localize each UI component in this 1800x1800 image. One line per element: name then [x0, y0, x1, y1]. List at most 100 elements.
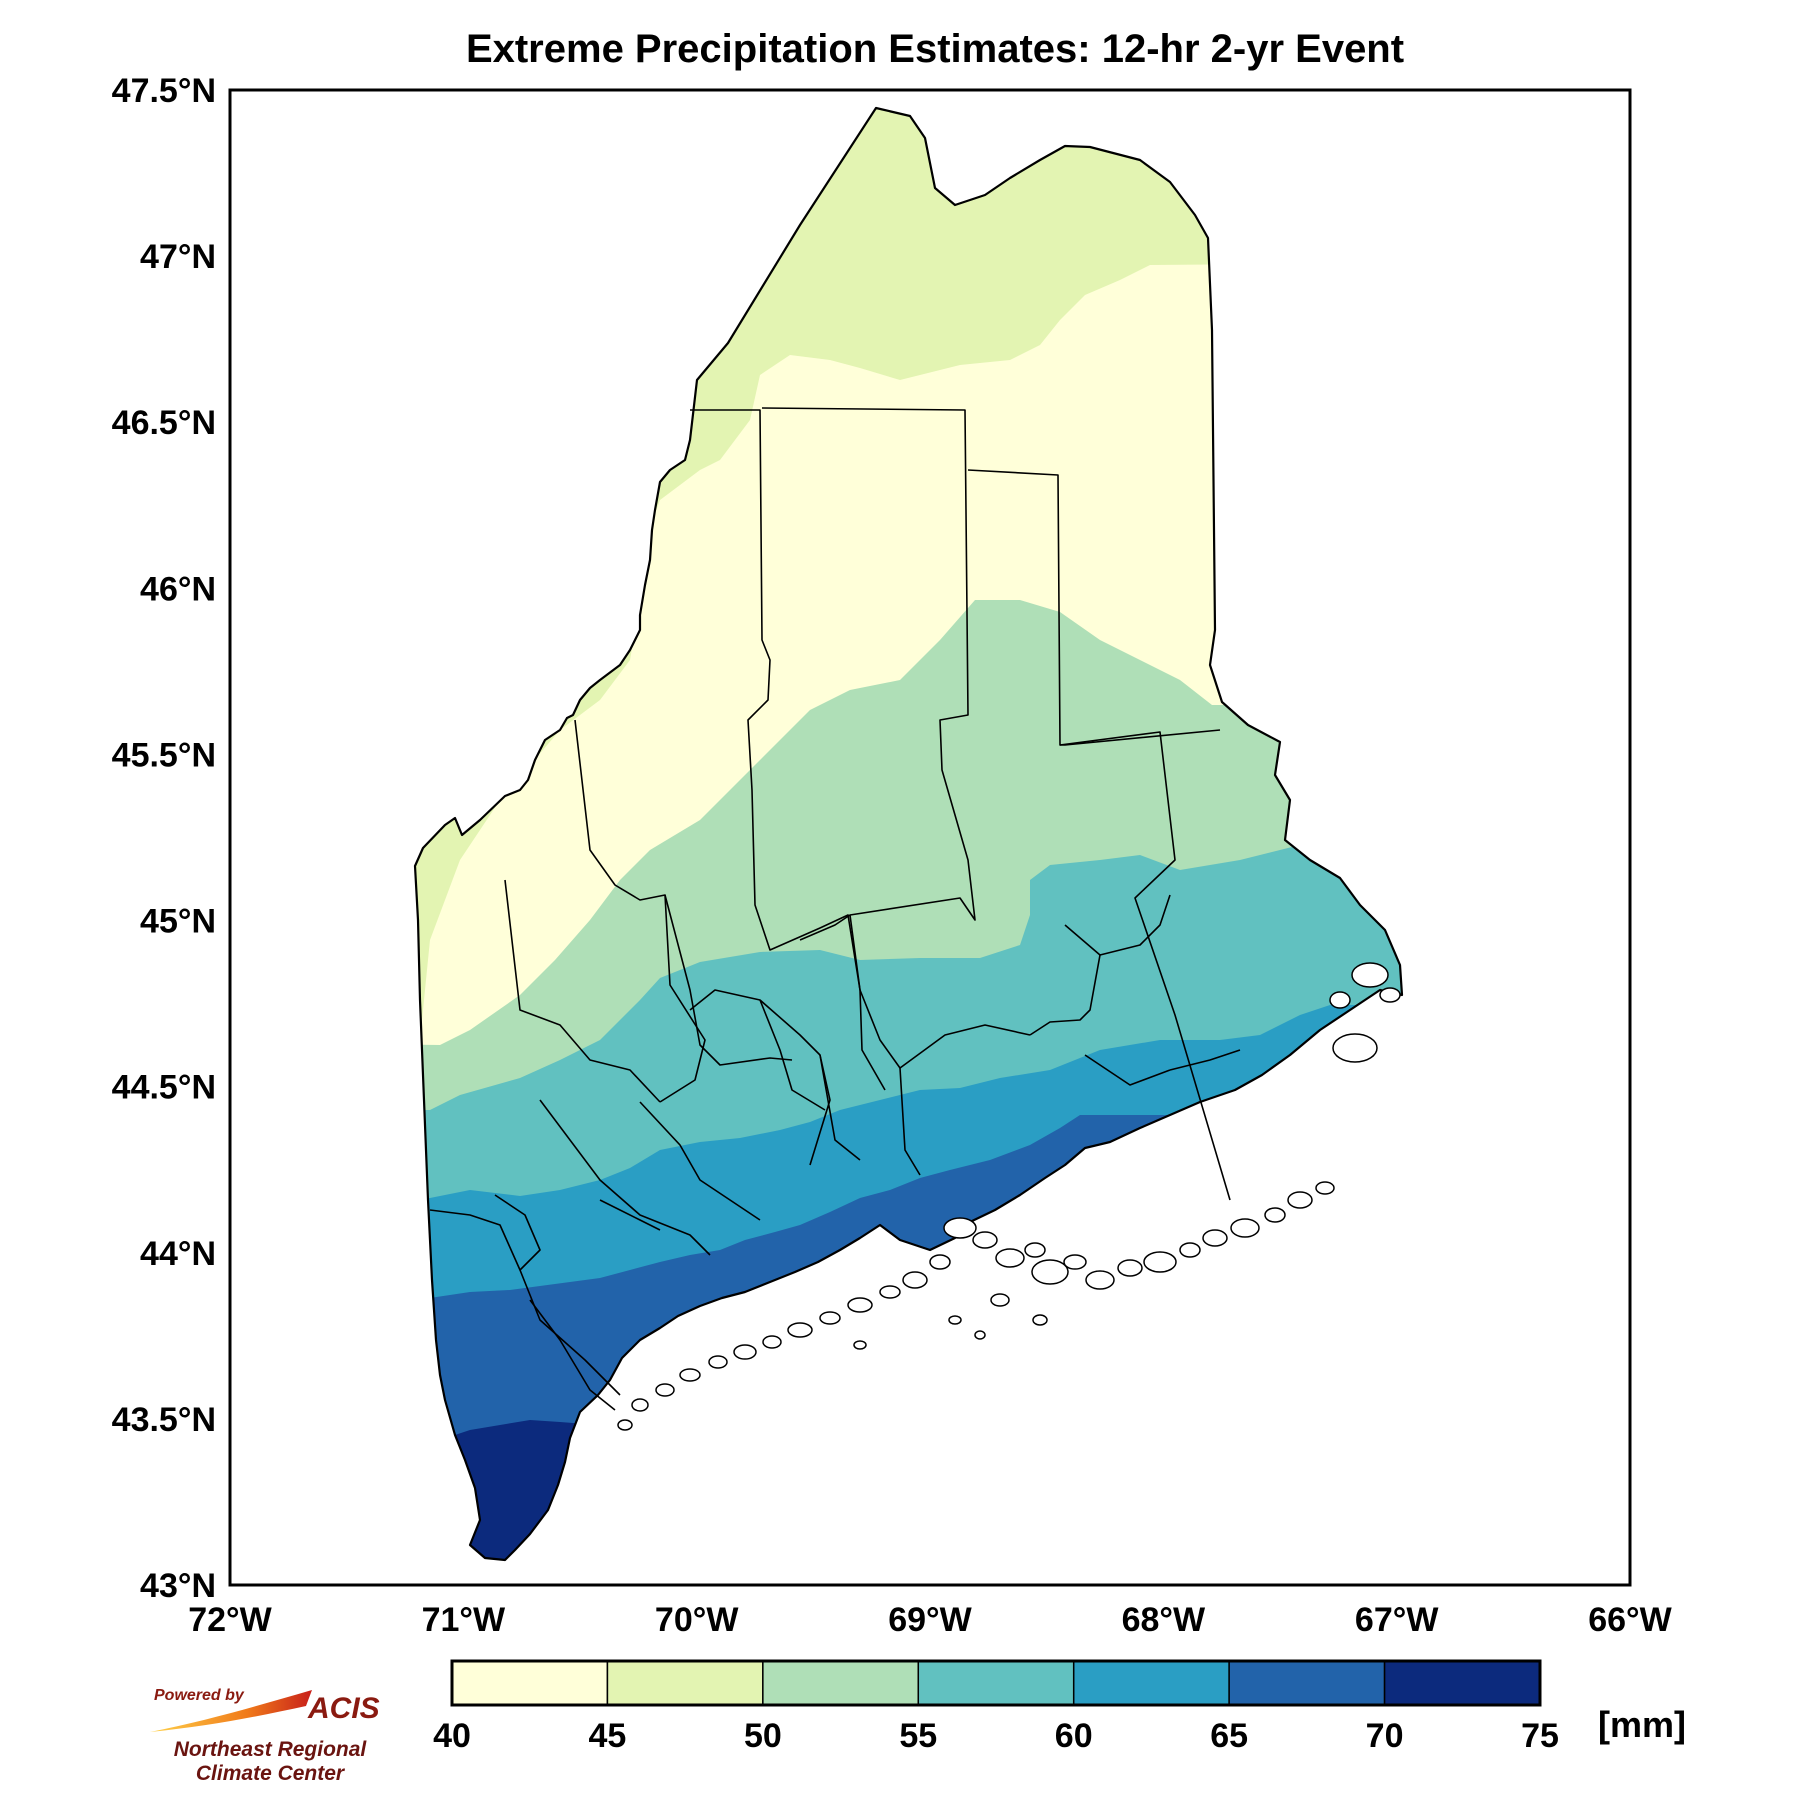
logo-climate-center: Climate Center	[196, 1762, 346, 1785]
colorbar-tick-label: 75	[1521, 1717, 1559, 1755]
county-boundary	[429, 1209, 521, 1271]
county-boundary	[761, 407, 976, 941]
county-boundary	[819, 1054, 861, 1161]
colorbar-swatch-45-50	[606, 1660, 764, 1706]
colorbar-swatch-40-45	[451, 1660, 609, 1706]
lat-tick-label: 44°N	[140, 1235, 216, 1273]
colorbar-swatch-65-70	[1228, 1660, 1386, 1706]
county-boundary	[1084, 1054, 1171, 1086]
island	[1179, 1242, 1201, 1258]
lon-tick-label: 71°W	[422, 1601, 506, 1639]
lat-tick-label: 47°N	[140, 238, 216, 276]
island	[708, 1355, 728, 1369]
island	[1024, 1242, 1046, 1258]
colorbar-swatch-60-65	[1072, 1660, 1230, 1706]
island	[929, 1254, 951, 1270]
state-outline	[413, 106, 1404, 1562]
county-boundary	[599, 1199, 661, 1231]
colorbar-frame	[450, 1659, 1542, 1707]
county-boundary	[967, 469, 1231, 1201]
acis-swoosh-icon	[150, 1690, 312, 1732]
island	[1230, 1218, 1260, 1238]
island	[1315, 1181, 1335, 1195]
county-boundary	[751, 789, 886, 1091]
county-boundary	[504, 879, 661, 1103]
island	[1117, 1259, 1143, 1277]
colorbar-swatch-70-75	[1383, 1660, 1541, 1706]
colorbar: 40 45 50 55 60 65 70 75	[433, 1659, 1559, 1755]
county-boundaries	[429, 407, 1241, 1411]
lat-tick-label: 43.5°N	[112, 1401, 216, 1439]
island	[943, 1217, 977, 1239]
lon-tick-label: 70°W	[655, 1601, 739, 1639]
colorbar-tick-label: 50	[744, 1717, 782, 1755]
lat-tick-label: 44.5°N	[112, 1069, 216, 1107]
county-boundary	[664, 894, 793, 1066]
island	[1202, 1229, 1228, 1247]
island	[1379, 987, 1401, 1003]
colorbar-tick-label: 40	[433, 1717, 471, 1755]
island	[853, 1340, 867, 1350]
lon-tick-label: 66°W	[1588, 1601, 1672, 1639]
colorbar-tick-label: 60	[1055, 1717, 1093, 1755]
map-title: Extreme Precipitation Estimates: 12-hr 2…	[466, 27, 1404, 71]
lon-tick-label: 72°W	[188, 1601, 272, 1639]
coastal-islands	[617, 962, 1401, 1431]
colorbar-tick-label: 55	[899, 1717, 937, 1755]
colorbar-unit-label: [mm]	[1598, 1704, 1686, 1745]
island	[972, 1231, 998, 1249]
nrcc-acis-logo: Powered by ACIS Northeast Regional Clima…	[150, 1687, 380, 1785]
county-boundary	[759, 999, 826, 1111]
island	[948, 1315, 962, 1325]
island	[679, 1368, 701, 1382]
lon-tick-label: 68°W	[1122, 1601, 1206, 1639]
island	[1287, 1191, 1313, 1209]
colorbar-tick-label: 65	[1210, 1717, 1248, 1755]
island	[1085, 1270, 1115, 1290]
island	[1351, 962, 1389, 988]
colorbar-swatch-50-55	[762, 1660, 920, 1706]
island	[1031, 1259, 1069, 1285]
county-boundary	[539, 1099, 711, 1256]
county-boundary	[1029, 954, 1101, 1036]
county-boundary	[690, 409, 771, 791]
island	[1063, 1254, 1087, 1270]
island	[631, 1398, 649, 1412]
lat-tick-label: 46°N	[140, 570, 216, 608]
county-boundary	[689, 989, 831, 1166]
logo-acis: ACIS	[307, 1692, 380, 1725]
island	[1329, 991, 1351, 1009]
logo-northeast-regional: Northeast Regional	[174, 1738, 368, 1761]
island	[879, 1285, 901, 1299]
lat-tick-label: 45°N	[140, 903, 216, 941]
island	[974, 1330, 986, 1340]
latitude-ticks: 47.5°N 47°N 46.5°N 46°N 45.5°N 45°N 44.5°N 44°N…	[112, 72, 216, 1605]
island	[1332, 1033, 1378, 1063]
island	[990, 1293, 1010, 1307]
county-boundary	[529, 1299, 616, 1411]
lat-tick-label: 43°N	[140, 1567, 216, 1605]
island	[1264, 1207, 1286, 1223]
lat-tick-label: 46.5°N	[112, 404, 216, 442]
colorbar-tick-label: 45	[589, 1717, 627, 1755]
island	[787, 1322, 813, 1338]
island	[762, 1335, 782, 1349]
island	[617, 1419, 633, 1431]
county-boundary	[1064, 894, 1171, 956]
colorbar-swatch-55-60	[917, 1660, 1075, 1706]
county-boundary	[1169, 1049, 1241, 1071]
lat-tick-label: 45.5°N	[112, 736, 216, 774]
longitude-ticks: 72°W 71°W 70°W 69°W 68°W 67°W 66°W	[188, 1601, 1672, 1639]
county-boundary	[1060, 729, 1221, 746]
county-boundary	[639, 1101, 761, 1221]
logo-powered-by: Powered by	[154, 1687, 245, 1704]
island	[847, 1297, 873, 1313]
colorbar-tick-label: 70	[1366, 1717, 1404, 1755]
lat-tick-label: 47.5°N	[112, 72, 216, 110]
lon-tick-label: 67°W	[1355, 1601, 1439, 1639]
island	[1143, 1251, 1177, 1273]
island	[655, 1383, 675, 1397]
island	[902, 1271, 928, 1289]
island	[1032, 1314, 1048, 1326]
